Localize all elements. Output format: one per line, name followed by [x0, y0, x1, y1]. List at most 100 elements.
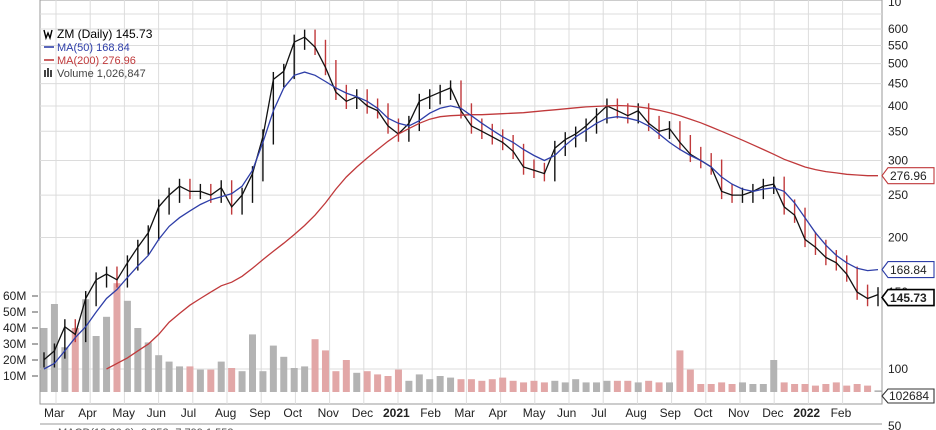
price-series: [43, 29, 879, 368]
volume-bar: [332, 371, 340, 392]
volume-bar: [811, 385, 819, 392]
volume-bars: [40, 283, 882, 392]
price-tick-label: 550: [888, 39, 908, 53]
volume-tag-box: [881, 388, 935, 404]
volume-bar: [488, 379, 496, 392]
volume-icon: [44, 70, 46, 77]
volume-bar: [801, 384, 809, 392]
date-tick-label: Feb: [831, 406, 852, 420]
volume-bar: [92, 336, 100, 392]
volume-tick-label: 30M: [3, 337, 26, 351]
volume-bar: [530, 380, 538, 392]
volume-bar: [363, 371, 371, 392]
date-tick-label: Mar: [44, 406, 65, 420]
volume-bar: [228, 368, 236, 392]
legend-entry: MA(50) 168.84: [57, 42, 130, 54]
date-tick-label: May: [523, 406, 546, 420]
volume-bar: [71, 328, 79, 392]
legend-entry: MA(200) 276.96: [57, 55, 136, 67]
legend-entry: ZM (Daily) 145.73: [57, 27, 153, 41]
volume-bar: [874, 390, 882, 392]
date-tick-label: Oct: [283, 406, 302, 420]
volume-bar: [551, 380, 559, 392]
volume-icon: [50, 70, 52, 77]
chart-grid: [39, 0, 883, 405]
volume-bar: [249, 334, 256, 392]
volume-bar: [196, 369, 204, 392]
volume-bar: [394, 369, 402, 392]
volume-bar: [457, 379, 465, 392]
volume-bar: [269, 345, 277, 392]
legend-entry: Volume 1,026,847: [57, 68, 146, 80]
price-line: [43, 36, 879, 361]
date-tick-label: Apr: [489, 406, 508, 420]
volume-bar: [572, 379, 580, 392]
volume-bar: [321, 350, 329, 392]
volume-bar: [311, 339, 319, 392]
volume-bar: [384, 376, 392, 392]
volume-bar: [603, 380, 611, 392]
volume-bar: [832, 382, 840, 392]
volume-bar: [447, 377, 455, 392]
volume-bar: [353, 372, 361, 392]
volume-bar: [61, 347, 69, 392]
price-tick-label: 300: [888, 154, 908, 168]
volume-bar: [645, 380, 653, 392]
volume-tick-label: 50M: [3, 305, 26, 319]
volume-bar: [728, 384, 736, 392]
date-tick-label: Sep: [249, 406, 271, 420]
price-tag-box: [881, 288, 935, 307]
macd-legend-partial: MACD(12,26,9) -9.352 -7.799 1.553: [58, 427, 234, 430]
volume-bar: [499, 377, 507, 392]
date-tick-label: 2022: [793, 406, 820, 420]
volume-bar: [478, 380, 486, 392]
volume-tag-label: 102684: [889, 389, 929, 403]
volume-bar: [561, 382, 569, 392]
price-axis-labels: 1060055050045040035030025020015010050: [888, 0, 908, 430]
price-tick-label: 600: [888, 22, 908, 36]
volume-bar: [697, 384, 705, 392]
volume-bar: [405, 380, 413, 392]
volume-bar: [676, 350, 684, 392]
volume-bar: [217, 361, 225, 392]
volume-bar: [415, 374, 423, 392]
price-tick-label: 10: [888, 0, 902, 9]
price-tick-label: 450: [888, 77, 908, 91]
price-tick-label: 500: [888, 57, 908, 71]
moving-average-lines: [43, 71, 879, 370]
price-tag-label: 145.73: [890, 291, 927, 305]
date-tick-label: Jul: [181, 406, 196, 420]
price-tag-label: 168.84: [890, 263, 927, 277]
volume-bar: [540, 382, 548, 392]
price-tick-label: 100: [888, 362, 908, 376]
price-tick-label: 50: [888, 419, 902, 430]
volume-bar: [259, 371, 267, 392]
volume-tick-label: 20M: [3, 353, 26, 367]
volume-bar: [207, 369, 215, 392]
date-tick-label: Dec: [762, 406, 783, 420]
volume-bar: [176, 366, 184, 392]
date-tick-label: Apr: [78, 406, 97, 420]
volume-bar: [780, 382, 788, 392]
bottom-indicator-strip: MACD(12,26,9) -9.352 -7.799 1.553: [40, 423, 882, 430]
volume-bar: [707, 384, 715, 392]
volume-bar: [718, 382, 726, 392]
volume-bar: [113, 283, 121, 392]
date-tick-label: May: [112, 406, 135, 420]
price-tag-box: [881, 261, 935, 279]
volume-bar: [374, 374, 382, 392]
volume-bar: [238, 371, 246, 392]
date-tick-label: 2021: [383, 406, 410, 420]
date-tick-label: Aug: [215, 406, 236, 420]
volume-bar: [749, 384, 757, 392]
price-tag-box: [881, 167, 935, 185]
ma200-line: [106, 104, 878, 370]
ma50-line: [43, 71, 879, 370]
volume-bar: [123, 300, 131, 392]
volume-bar: [280, 356, 288, 392]
price-tag-label: 276.96: [890, 169, 927, 183]
volume-bar: [290, 368, 298, 392]
volume-bar: [791, 384, 799, 392]
date-tick-label: Dec: [352, 406, 373, 420]
